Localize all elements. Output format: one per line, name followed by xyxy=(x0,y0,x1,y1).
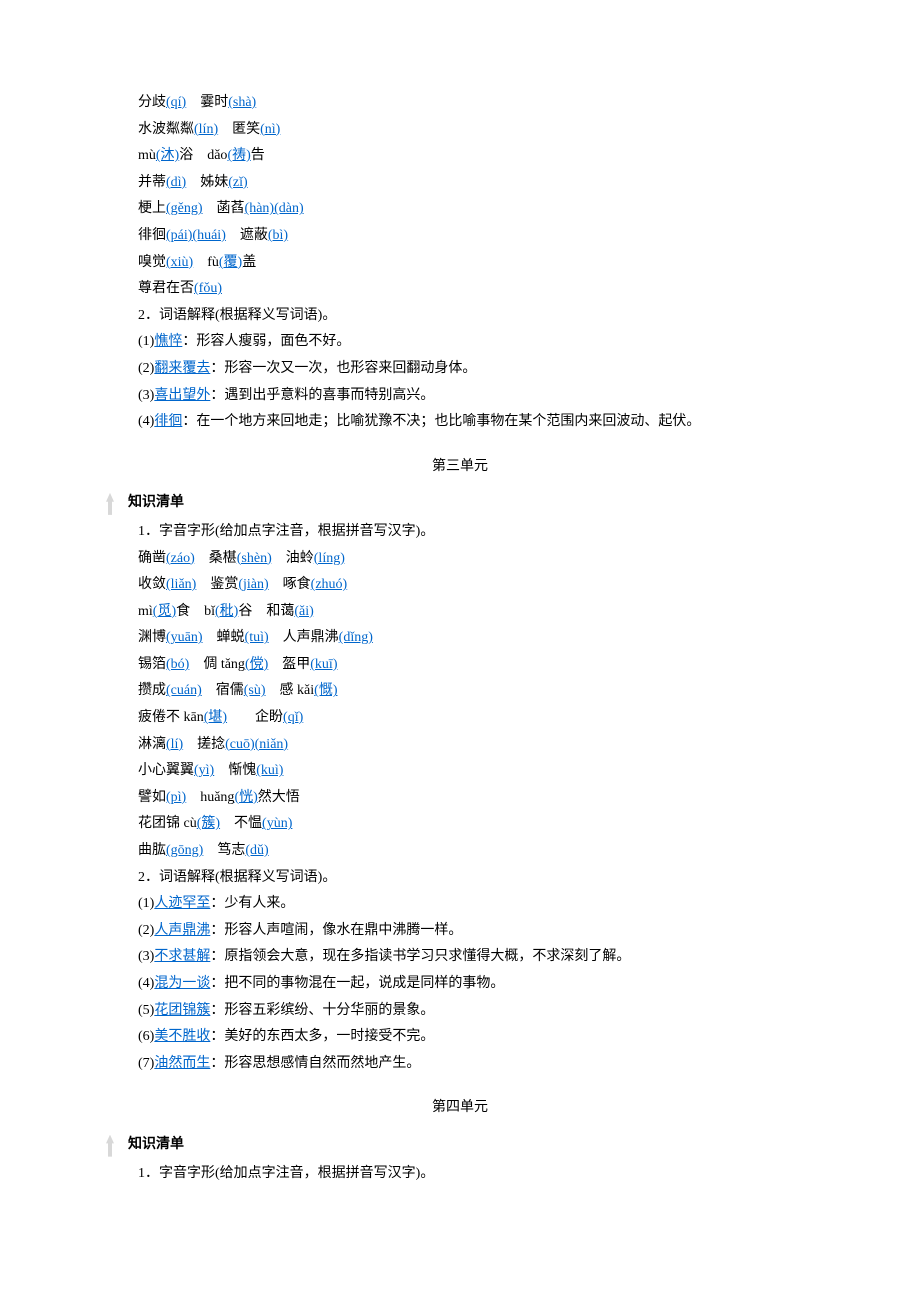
definition-line: (3)不求甚解：原指领会大意，现在多指读书学习只求懂得大概，不求深刻了解。 xyxy=(110,944,810,971)
vocab-line: mù(沐)浴 dǎo(祷)告 xyxy=(110,143,810,170)
definition-line: (4)混为一谈：把不同的事物混在一起，说成是同样的事物。 xyxy=(110,971,810,998)
vocab-line: mì(觅)食 bǐ(秕)谷 和蔼(ǎi) xyxy=(110,599,810,626)
vocab-line: 淋漓(lí) 搓捻(cuō)(niǎn) xyxy=(110,732,810,759)
definition-line: (2)人声鼎沸：形容人声喧闹，像水在鼎中沸腾一样。 xyxy=(110,918,810,945)
definition-line: (3)喜出望外：遇到出乎意料的喜事而特别高兴。 xyxy=(110,383,810,410)
vocab-line: 嗅觉(xiù) fù(覆)盖 xyxy=(110,250,810,277)
definition-line: (4)徘徊：在一个地方来回地走；比喻犹豫不决；也比喻事物在某个范围内来回波动、起… xyxy=(110,409,810,436)
banner-icon xyxy=(100,1135,120,1157)
vocab-line: 疲倦不 kān(堪) 企盼(qǐ) xyxy=(110,705,810,732)
definition-line: (2)翻来覆去：形容一次又一次，也形容来回翻动身体。 xyxy=(110,356,810,383)
vocab-line: 确凿(záo) 桑椹(shèn) 油蛉(líng) xyxy=(110,546,810,573)
section-heading: 2．词语解释(根据释义写词语)。 xyxy=(110,865,810,892)
vocab-line: 梗上(gěng) 菡萏(hàn)(dàn) xyxy=(110,196,810,223)
definition-line: (6)美不胜收：美好的东西太多，一时接受不完。 xyxy=(110,1024,810,1051)
definition-line: (1)人迹罕至：少有人来。 xyxy=(110,891,810,918)
vocab-line: 譬如(pì) huǎng(恍)然大悟 xyxy=(110,785,810,812)
vocab-line: 锡箔(bó) 倜 tǎng(傥) 盔甲(kuī) xyxy=(110,652,810,679)
vocab-line: 花团锦 cù(簇) 不愠(yùn) xyxy=(110,811,810,838)
section-heading: 1．字音字形(给加点字注音，根据拼音写汉字)。 xyxy=(110,519,810,546)
knowledge-banner: 知识清单 xyxy=(100,488,810,515)
vocab-line: 水波粼粼(lín) 匿笑(nì) xyxy=(110,117,810,144)
vocab-line: 徘徊(pái)(huái) 遮蔽(bì) xyxy=(110,223,810,250)
unit2-continued: 分歧(qí) 霎时(shà) 水波粼粼(lín) 匿笑(nì) mù(沐)浴 d… xyxy=(110,90,810,436)
unit3-body: 1．字音字形(给加点字注音，根据拼音写汉字)。 确凿(záo) 桑椹(shèn)… xyxy=(110,519,810,1077)
vocab-line: 收敛(liǎn) 鉴赏(jiàn) 啄食(zhuó) xyxy=(110,572,810,599)
section-heading: 1．字音字形(给加点字注音，根据拼音写汉字)。 xyxy=(110,1161,810,1188)
unit3-title: 第三单元 xyxy=(110,454,810,481)
vocab-line: 尊君在否(fǒu) xyxy=(110,276,810,303)
banner-icon xyxy=(100,493,120,515)
knowledge-banner: 知识清单 xyxy=(100,1130,810,1157)
definition-line: (5)花团锦簇：形容五彩缤纷、十分华丽的景象。 xyxy=(110,998,810,1025)
unit4-title: 第四单元 xyxy=(110,1095,810,1122)
vocab-line: 渊博(yuān) 蝉蜕(tuì) 人声鼎沸(dǐng) xyxy=(110,625,810,652)
vocab-line: 分歧(qí) 霎时(shà) xyxy=(110,90,810,117)
definition-line: (1)憔悴：形容人瘦弱，面色不好。 xyxy=(110,329,810,356)
section-heading: 2．词语解释(根据释义写词语)。 xyxy=(110,303,810,330)
vocab-line: 小心翼翼(yì) 惭愧(kuì) xyxy=(110,758,810,785)
vocab-line: 攒成(cuán) 宿儒(sù) 感 kǎi(慨) xyxy=(110,678,810,705)
vocab-line: 并蒂(dì) 姊妹(zǐ) xyxy=(110,170,810,197)
vocab-line: 曲肱(gōng) 笃志(dǔ) xyxy=(110,838,810,865)
definition-line: (7)油然而生：形容思想感情自然而然地产生。 xyxy=(110,1051,810,1078)
